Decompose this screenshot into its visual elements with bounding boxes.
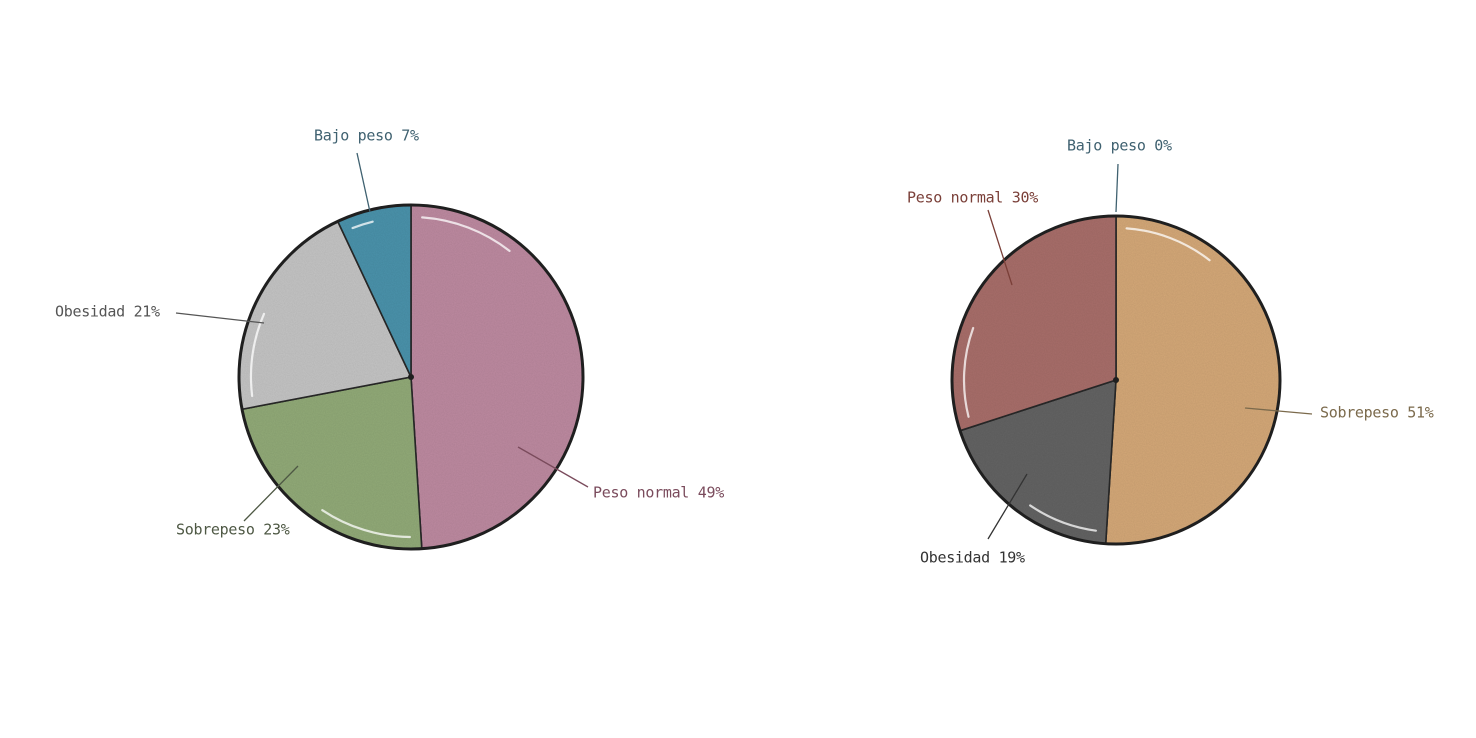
slice-highlight (321, 509, 411, 539)
leader-line (517, 446, 589, 488)
leader-line (1115, 163, 1119, 213)
slice-highlight (421, 216, 511, 253)
slice-label-sobrepeso: Sobrepeso 51% (1320, 404, 1434, 422)
leader-line (175, 312, 265, 324)
pie-slice-peso-normal (410, 204, 584, 550)
slice-highlight (249, 312, 266, 398)
pie-center (1113, 377, 1119, 383)
pie-outline (950, 214, 1282, 546)
pie-outline (237, 203, 585, 551)
slice-label-peso-normal: Peso normal 30% (907, 189, 1038, 207)
pie-chart-1: Peso normal 49% Sobrepeso 23% Obesidad 21%… (55, 127, 725, 551)
slice-label-bajo-peso: Bajo peso 0% (1067, 137, 1172, 155)
slice-highlight (351, 220, 374, 230)
leader-line (1244, 407, 1313, 415)
slice-highlight (1029, 504, 1097, 532)
slice-label-obesidad: Obesidad 21% (55, 303, 160, 321)
leader-line (987, 209, 1013, 286)
pie-center (408, 374, 414, 380)
slice-label-sobrepeso: Sobrepeso 23% (176, 521, 290, 539)
pie-slice-sobrepeso (1104, 215, 1281, 545)
slice-label-bajo-peso: Bajo peso 7% (314, 127, 419, 145)
slice-highlight (962, 326, 975, 418)
slice-highlight (1125, 227, 1211, 262)
leader-line (987, 473, 1028, 540)
slice-label-peso-normal: Peso normal 49% (593, 484, 724, 502)
leader-line (356, 152, 371, 213)
slice-label-obesidad: Obesidad 19% (920, 549, 1025, 567)
leader-line (243, 465, 299, 522)
pie-chart-2: Sobrepeso 51% Obesidad 19% Peso normal 30%… (907, 137, 1434, 567)
